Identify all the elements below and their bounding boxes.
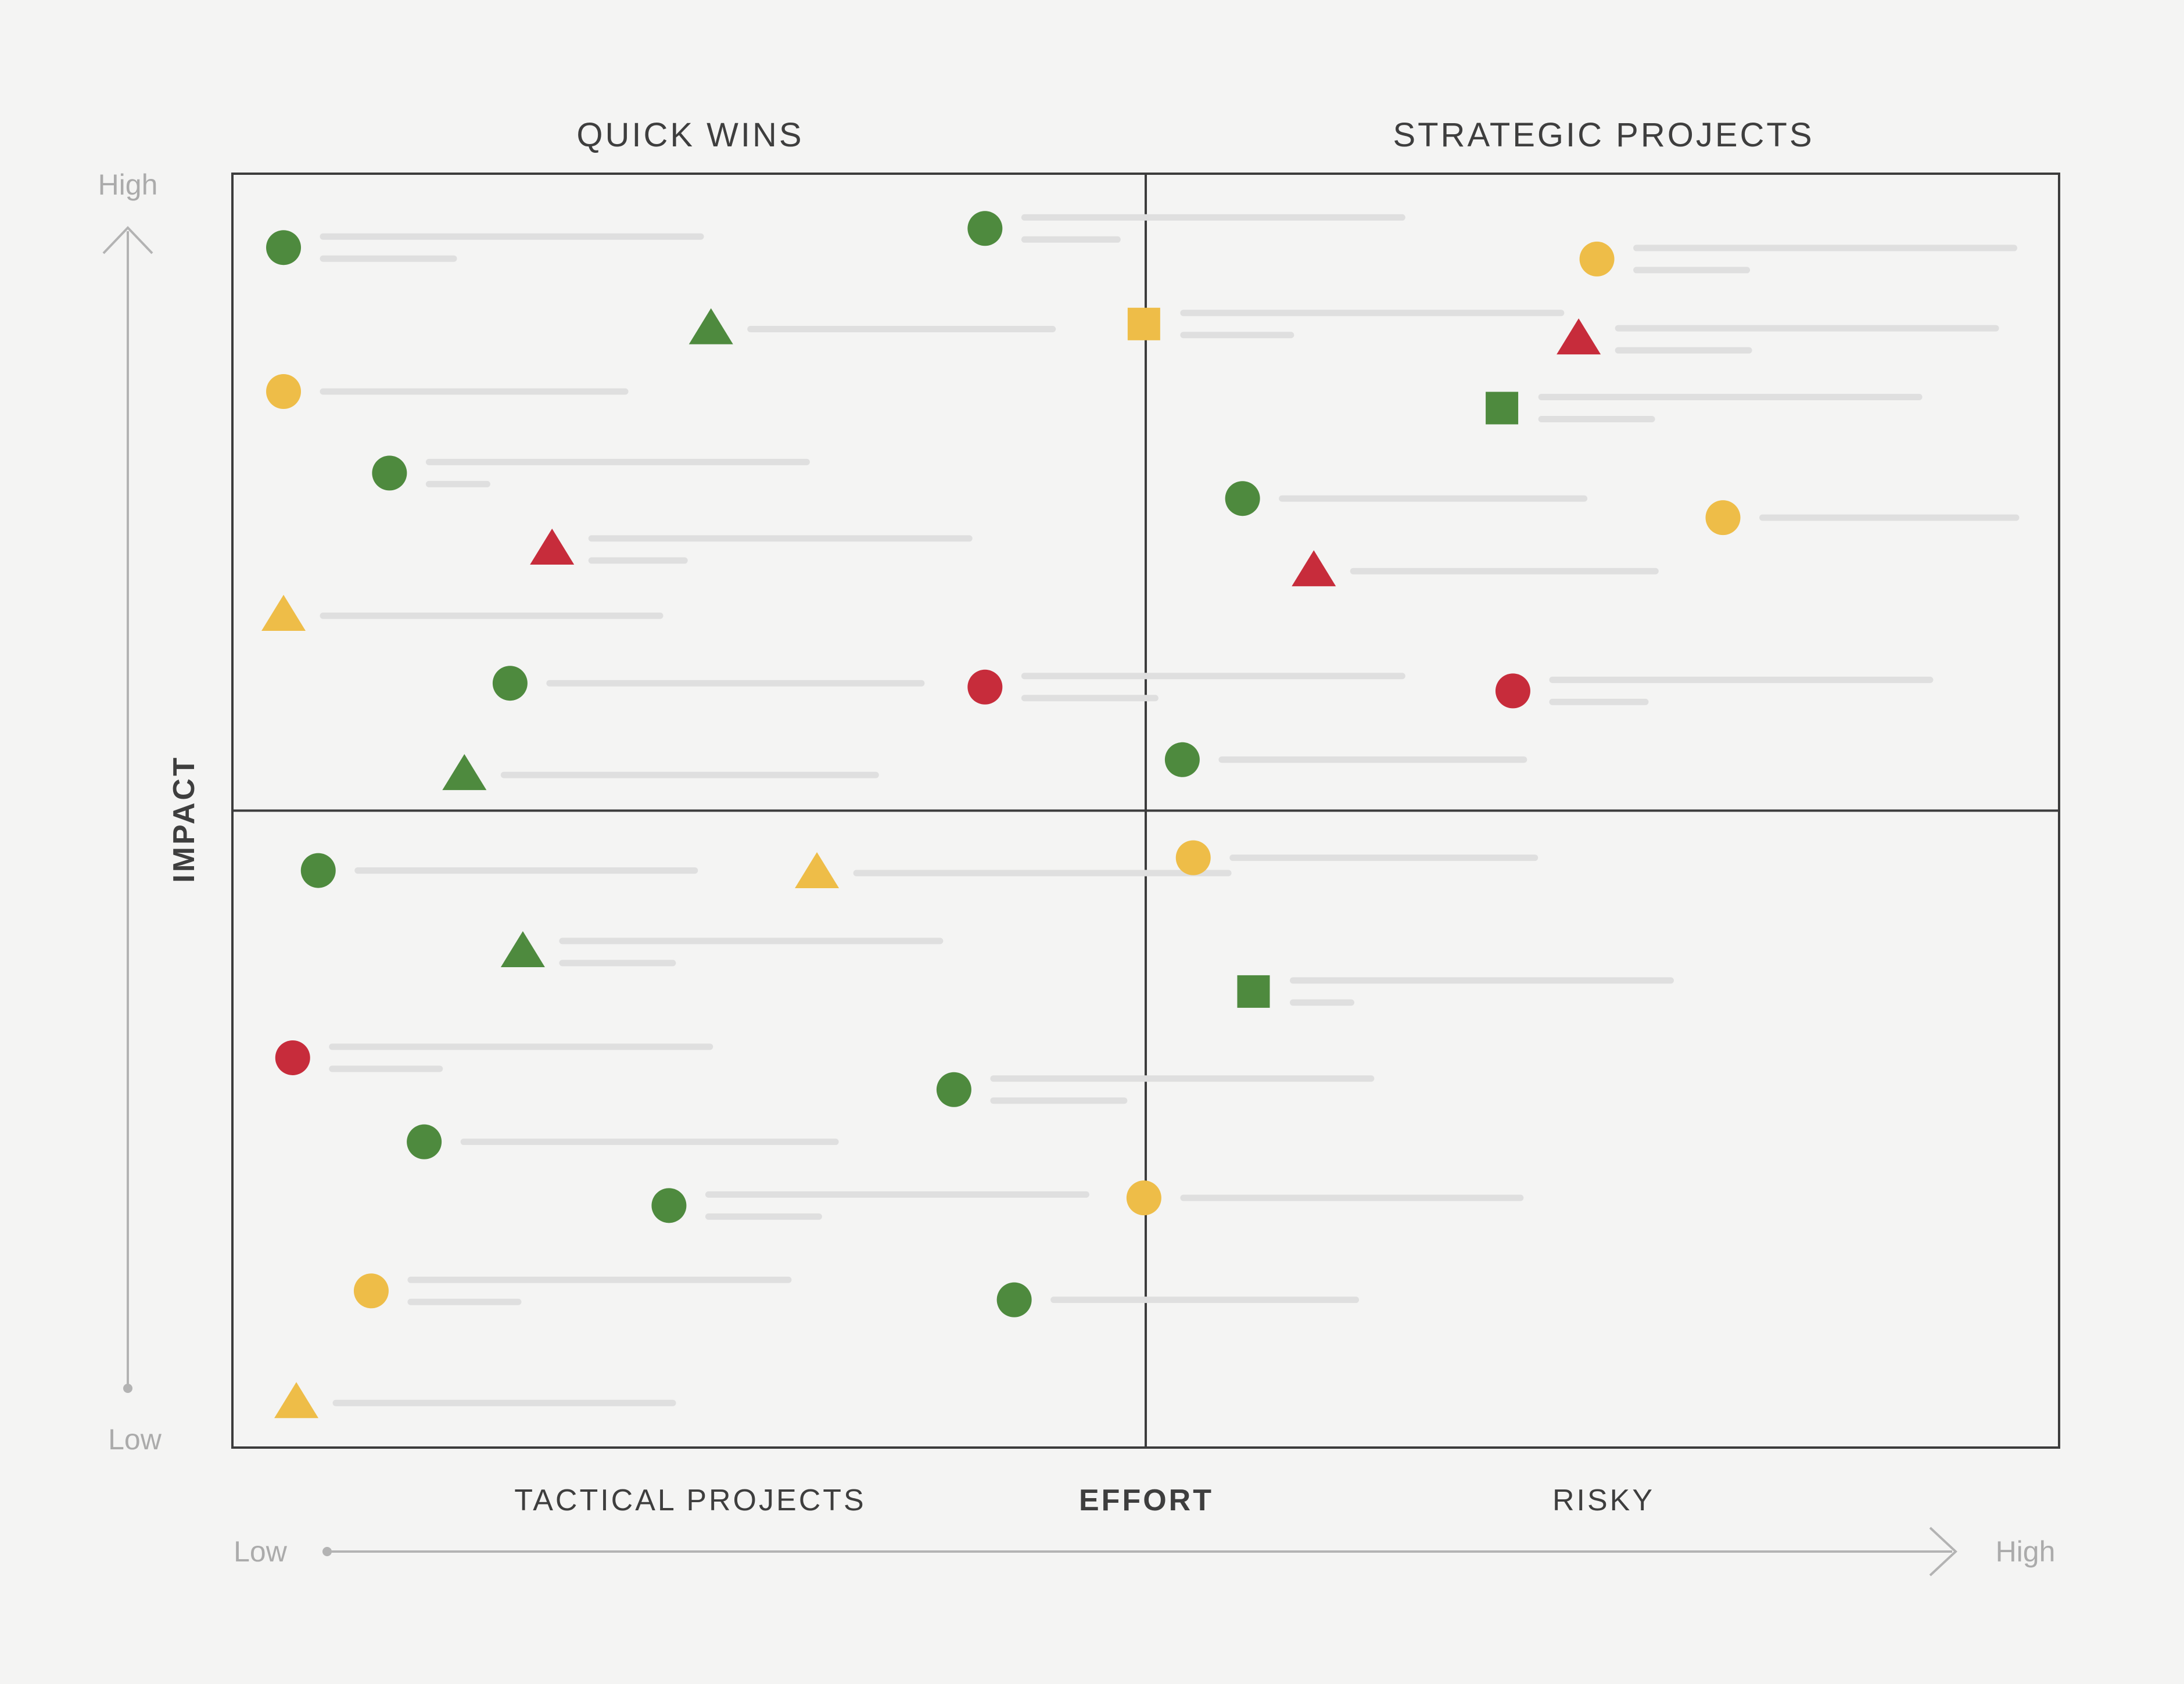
quadrant-label-tactical-projects: TACTICAL PROJECTS xyxy=(514,1484,866,1517)
point-green-circle-1 xyxy=(266,230,302,265)
point-yellow-triangle-21 xyxy=(795,852,840,888)
point-red-circle-25 xyxy=(275,1040,310,1075)
point-red-triangle-6 xyxy=(1557,318,1601,355)
x-axis-high-label: High xyxy=(1996,1535,2056,1568)
y-axis-arrow xyxy=(102,226,153,1393)
point-green-circle-26 xyxy=(936,1072,971,1107)
point-green-square-8 xyxy=(1486,392,1519,425)
point-green-circle-28 xyxy=(651,1188,687,1223)
point-yellow-triangle-32 xyxy=(274,1382,319,1419)
point-green-square-24 xyxy=(1237,975,1270,1008)
quadrant-label-risky: RISKY xyxy=(1552,1484,1655,1517)
point-green-triangle-23 xyxy=(500,931,545,967)
y-axis-high-label: High xyxy=(98,168,158,201)
point-red-circle-16 xyxy=(967,669,1003,705)
point-green-circle-2 xyxy=(967,211,1003,246)
point-yellow-circle-30 xyxy=(353,1273,389,1309)
point-yellow-circle-7 xyxy=(266,374,302,410)
point-green-circle-9 xyxy=(372,455,407,491)
x-axis-title: EFFORT xyxy=(1079,1484,1214,1517)
data-marks xyxy=(261,211,2020,1419)
point-green-circle-15 xyxy=(492,666,528,701)
point-yellow-triangle-14 xyxy=(261,595,306,631)
point-yellow-circle-29 xyxy=(1126,1180,1161,1216)
point-yellow-circle-3 xyxy=(1579,241,1615,277)
point-red-triangle-12 xyxy=(530,528,575,565)
point-green-circle-31 xyxy=(996,1282,1032,1317)
quadrant-label-quick-wins: QUICK WINS xyxy=(576,116,804,154)
x-axis-arrow xyxy=(322,1527,1957,1577)
point-red-circle-17 xyxy=(1495,673,1530,709)
y-axis-low-label: Low xyxy=(108,1423,162,1456)
point-green-circle-27 xyxy=(407,1124,442,1159)
point-green-circle-10 xyxy=(1225,481,1260,516)
point-green-triangle-4 xyxy=(688,308,733,344)
x-axis-low-label: Low xyxy=(234,1535,288,1568)
point-yellow-square-5 xyxy=(1127,307,1160,340)
y-axis-title: IMPACT xyxy=(167,755,201,882)
point-yellow-circle-11 xyxy=(1705,500,1741,536)
point-green-circle-19 xyxy=(1164,742,1200,777)
point-yellow-circle-22 xyxy=(1175,840,1211,875)
point-green-circle-20 xyxy=(300,853,336,888)
point-red-triangle-13 xyxy=(1292,550,1336,587)
quadrant-label-strategic-projects: STRATEGIC PROJECTS xyxy=(1393,116,1814,154)
point-green-triangle-18 xyxy=(442,754,487,791)
